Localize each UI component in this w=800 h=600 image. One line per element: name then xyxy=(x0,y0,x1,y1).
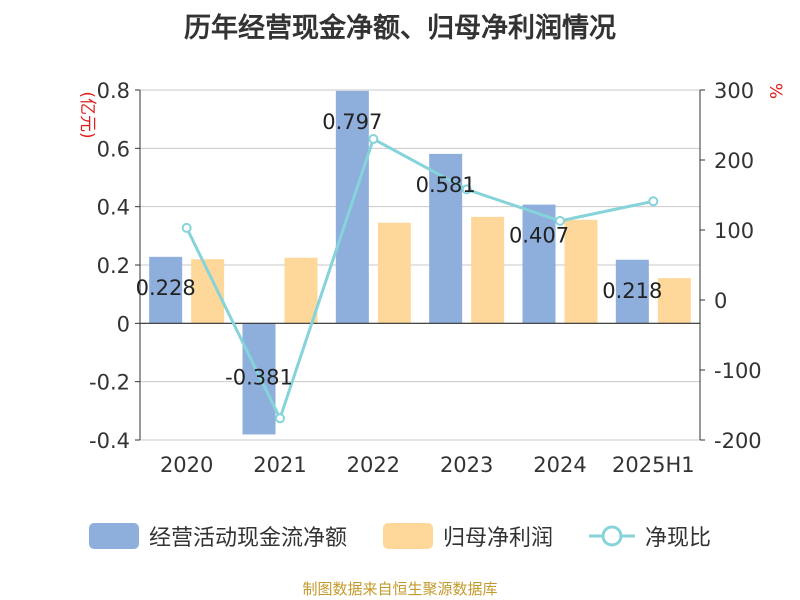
ratio-line xyxy=(185,136,654,423)
cashflow-bar xyxy=(149,256,183,324)
cashflow-data-label: 0.218 xyxy=(602,279,662,303)
source-note: 制图数据来自恒生聚源数据库 xyxy=(302,580,498,598)
left-axis-tick-label: 0.6 xyxy=(97,137,130,161)
ratio-point xyxy=(275,413,285,424)
cashflow-data-label: 0.228 xyxy=(136,276,196,300)
x-axis-tick-label: 2024 xyxy=(533,453,586,477)
right-axis-tick-label: -200 xyxy=(714,429,762,453)
profit-bar xyxy=(284,257,318,324)
legend: 经营活动现金流净额 归母净利润 净现比 xyxy=(0,518,800,554)
left-axis-tick-label: 0 xyxy=(117,312,130,336)
left-axis-tick-label: -0.4 xyxy=(89,429,130,453)
left-axis-unit: (亿元) xyxy=(77,91,97,138)
right-axis-tick-label: 300 xyxy=(714,79,754,103)
right-axis-tick-label: 100 xyxy=(714,219,754,243)
cashflow-bar xyxy=(522,204,556,324)
legend-line-marker-icon xyxy=(589,525,635,547)
legend-label-profit: 归母净利润 xyxy=(442,526,553,551)
right-axis-tick-label: 0 xyxy=(714,289,727,313)
legend-item-cashflow[interactable]: 经营活动现金流净额 xyxy=(88,520,347,552)
legend-item-ratio[interactable]: 净现比 xyxy=(589,520,711,552)
left-axis-tick-label: 0.4 xyxy=(97,196,130,220)
x-axis-tick-label: 2023 xyxy=(440,453,493,477)
profit-bar xyxy=(377,222,411,324)
right-axis-unit: % xyxy=(765,83,785,99)
cashflow-bar xyxy=(615,259,649,324)
cashflow-bar xyxy=(429,153,463,324)
cashflow-data-label: 0.797 xyxy=(322,110,382,134)
cashflow-data-label: -0.381 xyxy=(225,365,293,389)
x-axis-tick-label: 2022 xyxy=(347,453,400,477)
legend-swatch-profit xyxy=(382,523,433,549)
ratio-point xyxy=(368,134,379,144)
x-axis-tick-label: 2021 xyxy=(253,453,306,477)
right-axis-tick-label: -100 xyxy=(714,359,762,383)
right-axis-tick-label: 200 xyxy=(714,149,754,173)
left-axis-tick-label: -0.2 xyxy=(89,371,130,395)
legend-label-ratio: 净现比 xyxy=(645,526,712,551)
x-axis-tick-label: 2020 xyxy=(160,453,213,477)
cashflow-bar xyxy=(242,323,276,435)
legend-item-profit[interactable]: 归母净利润 xyxy=(382,520,553,552)
cashflow-data-label: 0.407 xyxy=(509,224,569,248)
ratio-point xyxy=(181,222,192,233)
profit-bar xyxy=(564,219,598,324)
legend-label-cashflow: 经营活动现金流净额 xyxy=(148,526,347,551)
ratio-point xyxy=(461,184,472,195)
ratio-point xyxy=(648,196,659,207)
profit-bar xyxy=(657,278,691,324)
left-axis-tick-label: 0.2 xyxy=(97,254,130,278)
left-axis-tick-label: 0.8 xyxy=(97,79,130,103)
profit-bar xyxy=(471,216,505,324)
cashflow-bar xyxy=(335,90,369,324)
ratio-point xyxy=(555,215,565,226)
chart-title: 历年经营现金净额、归母净利润情况 xyxy=(184,13,616,44)
legend-swatch-cashflow xyxy=(88,523,139,549)
x-axis-tick-label: 2025H1 xyxy=(612,453,695,477)
cashflow-data-label: 0.581 xyxy=(416,173,476,197)
